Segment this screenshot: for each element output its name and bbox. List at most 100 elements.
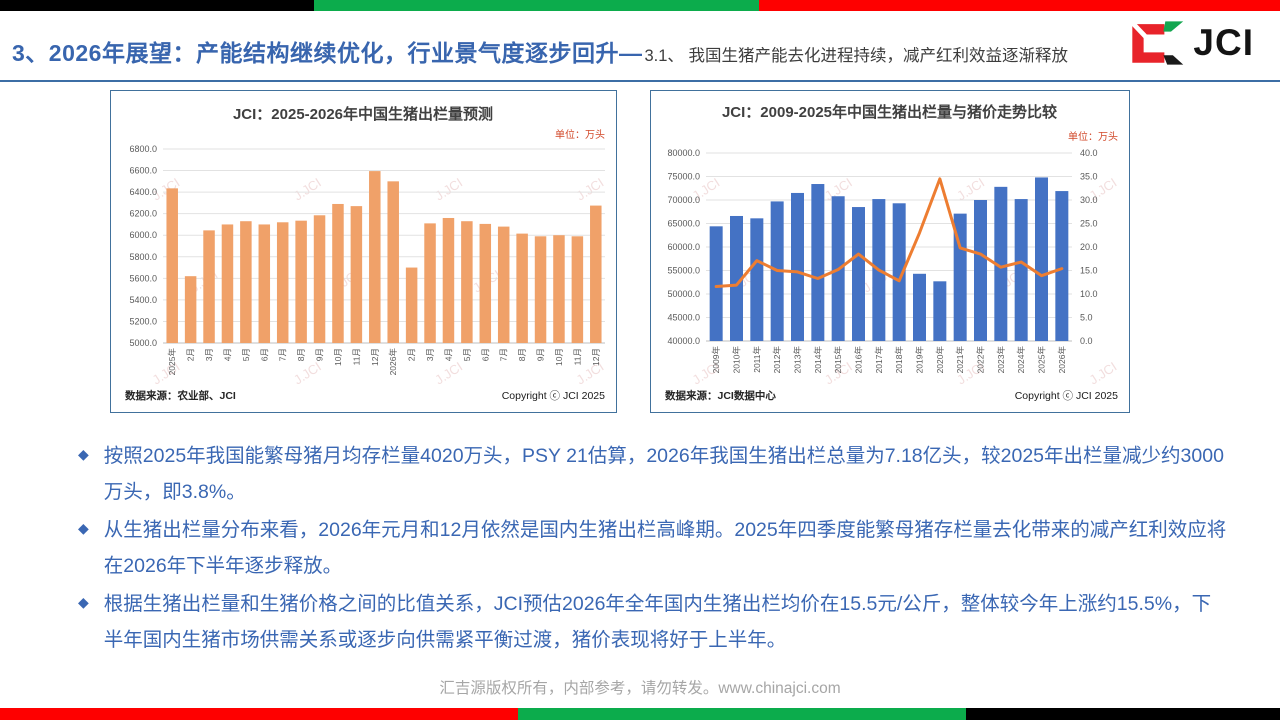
svg-text:5000.0: 5000.0 xyxy=(129,338,157,348)
svg-text:60000.0: 60000.0 xyxy=(667,242,700,252)
svg-text:2024年: 2024年 xyxy=(1016,346,1026,374)
svg-text:75000.0: 75000.0 xyxy=(667,172,700,182)
svg-text:J.JCI: J.JCI xyxy=(432,175,465,204)
svg-text:4月: 4月 xyxy=(222,348,232,361)
svg-text:80000.0: 80000.0 xyxy=(667,148,700,158)
svg-text:3月: 3月 xyxy=(204,348,214,361)
svg-text:J.JCI: J.JCI xyxy=(954,175,987,204)
svg-text:2012年: 2012年 xyxy=(772,346,782,374)
diamond-bullet-icon: ◆ xyxy=(78,594,89,611)
svg-text:2011年: 2011年 xyxy=(752,346,762,373)
bottom-bar-black-segment xyxy=(966,708,1280,720)
svg-text:10月: 10月 xyxy=(333,348,343,366)
svg-text:10月: 10月 xyxy=(554,348,564,366)
jci-logo-icon xyxy=(1128,21,1184,65)
svg-text:25.0: 25.0 xyxy=(1080,219,1098,229)
bullet-item-forecast-total: ◆ 按照2025年我国能繁母猪月均存栏量4020万头，PSY 21估算，2026… xyxy=(78,438,1228,510)
svg-text:7月: 7月 xyxy=(499,348,509,361)
top-bar-red-segment xyxy=(759,0,1280,11)
svg-text:15.0: 15.0 xyxy=(1080,266,1098,276)
svg-text:2025年: 2025年 xyxy=(1037,346,1047,374)
svg-text:70000.0: 70000.0 xyxy=(667,195,700,205)
svg-text:12月: 12月 xyxy=(591,348,601,366)
svg-text:2016年: 2016年 xyxy=(854,346,864,374)
bullet-item-distribution: ◆ 从生猪出栏量分布来看，2026年元月和12月依然是国内生猪出栏高峰期。202… xyxy=(78,512,1228,584)
svg-text:5800.0: 5800.0 xyxy=(129,252,157,262)
svg-text:9月: 9月 xyxy=(315,348,325,361)
svg-text:5月: 5月 xyxy=(462,348,472,361)
svg-text:3月: 3月 xyxy=(425,348,435,361)
svg-text:2026年: 2026年 xyxy=(1057,346,1067,374)
svg-text:5600.0: 5600.0 xyxy=(129,273,157,283)
svg-text:11月: 11月 xyxy=(572,348,582,365)
diamond-bullet-icon: ◆ xyxy=(78,520,89,537)
svg-text:6400.0: 6400.0 xyxy=(129,187,157,197)
svg-text:JCI：2025-2026年中国生猪出栏量预测: JCI：2025-2026年中国生猪出栏量预测 xyxy=(233,105,493,123)
svg-text:45000.0: 45000.0 xyxy=(667,313,700,323)
header-divider xyxy=(0,80,1280,82)
svg-text:2013年: 2013年 xyxy=(793,346,803,374)
svg-text:数据来源：农业部、JCI: 数据来源：农业部、JCI xyxy=(124,389,236,402)
svg-text:5400.0: 5400.0 xyxy=(129,295,157,305)
svg-text:2014年: 2014年 xyxy=(813,346,823,374)
svg-text:2025年: 2025年 xyxy=(167,348,177,376)
svg-text:11月: 11月 xyxy=(351,348,361,365)
svg-text:5.0: 5.0 xyxy=(1080,313,1093,323)
page-subtitle: 3.1、 我国生猪产能去化进程持续，减产红利效益逐渐释放 xyxy=(644,47,1068,65)
svg-text:6000.0: 6000.0 xyxy=(129,230,157,240)
chart-pig-slaughter-forecast: J.JCI J.JCI J.JCI J.JCI J.JCI J.JCI J.JCI J.JCI… xyxy=(110,90,644,413)
bottom-accent-bar xyxy=(0,708,1280,720)
svg-text:6600.0: 6600.0 xyxy=(129,166,157,176)
svg-text:5月: 5月 xyxy=(241,348,251,361)
bullet-list: ◆ 按照2025年我国能繁母猪月均存栏量4020万头，PSY 21估算，2026… xyxy=(78,438,1228,660)
svg-text:单位：万头: 单位：万头 xyxy=(1068,130,1118,143)
svg-text:2022年: 2022年 xyxy=(976,346,986,374)
svg-text:50000.0: 50000.0 xyxy=(667,289,700,299)
svg-text:J.JCI: J.JCI xyxy=(149,359,182,388)
svg-text:2017年: 2017年 xyxy=(874,346,884,374)
bullet-text: 根据生猪出栏量和生猪价格之间的比值关系，JCI预估2026年全年国内生猪出栏均价… xyxy=(103,593,1212,652)
svg-text:2月: 2月 xyxy=(186,348,196,361)
svg-text:2010年: 2010年 xyxy=(732,346,742,374)
svg-text:J.JCI: J.JCI xyxy=(1086,359,1119,388)
bottom-bar-green-segment xyxy=(518,708,966,720)
svg-text:5200.0: 5200.0 xyxy=(129,316,157,326)
svg-text:0.0: 0.0 xyxy=(1080,336,1093,346)
bullet-text: 从生猪出栏量分布来看，2026年元月和12月依然是国内生猪出栏高峰期。2025年… xyxy=(103,519,1227,578)
svg-text:40.0: 40.0 xyxy=(1080,148,1098,158)
svg-text:单位：万头: 单位：万头 xyxy=(555,128,605,141)
svg-text:2019年: 2019年 xyxy=(915,346,925,374)
footer-copyright: 汇吉源版权所有，内部参考，请勿转发。www.chinajci.com xyxy=(439,680,841,697)
svg-text:数据来源：JCI数据中心: 数据来源：JCI数据中心 xyxy=(664,389,776,402)
svg-text:Copyright ⓒ JCI 2025: Copyright ⓒ JCI 2025 xyxy=(502,390,605,402)
svg-text:2021年: 2021年 xyxy=(955,346,965,374)
svg-text:6月: 6月 xyxy=(259,348,269,361)
svg-text:8月: 8月 xyxy=(296,348,306,361)
jci-logo-text: JCI xyxy=(1193,22,1254,63)
svg-text:6800.0: 6800.0 xyxy=(129,144,157,154)
top-bar-green-segment xyxy=(314,0,759,11)
svg-text:J.JCI: J.JCI xyxy=(573,175,606,204)
svg-text:2月: 2月 xyxy=(407,348,417,361)
svg-text:4月: 4月 xyxy=(443,348,453,361)
svg-text:2026年: 2026年 xyxy=(388,348,398,376)
svg-text:2015年: 2015年 xyxy=(833,346,843,374)
svg-text:55000.0: 55000.0 xyxy=(667,266,700,276)
svg-text:J.JCI: J.JCI xyxy=(611,267,615,296)
svg-text:8月: 8月 xyxy=(517,348,527,361)
svg-text:65000.0: 65000.0 xyxy=(667,219,700,229)
chart-slaughter-vs-price: J.JCI J.JCI J.JCI J.JCI J.JCI J.JCI J.JCI J.JCI… xyxy=(650,90,1157,413)
svg-text:2023年: 2023年 xyxy=(996,346,1006,374)
header: 3、2026年展望：产能结构继续优化，行业景气度逐步回升— 3.1、 我国生猪产… xyxy=(12,34,1142,68)
svg-text:6月: 6月 xyxy=(480,348,490,361)
svg-text:2018年: 2018年 xyxy=(894,346,904,374)
page-title: 3、2026年展望：产能结构继续优化，行业景气度逐步回升— xyxy=(12,40,643,66)
top-bar-black-segment xyxy=(0,0,314,11)
svg-text:12月: 12月 xyxy=(370,348,380,366)
svg-text:J.JCI: J.JCI xyxy=(432,359,465,388)
svg-text:2009年: 2009年 xyxy=(711,346,721,374)
svg-text:20.0: 20.0 xyxy=(1080,242,1098,252)
svg-text:J.JCI: J.JCI xyxy=(1124,267,1128,296)
